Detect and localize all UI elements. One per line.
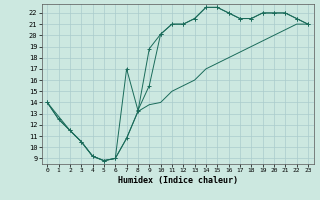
X-axis label: Humidex (Indice chaleur): Humidex (Indice chaleur) [118, 176, 237, 185]
